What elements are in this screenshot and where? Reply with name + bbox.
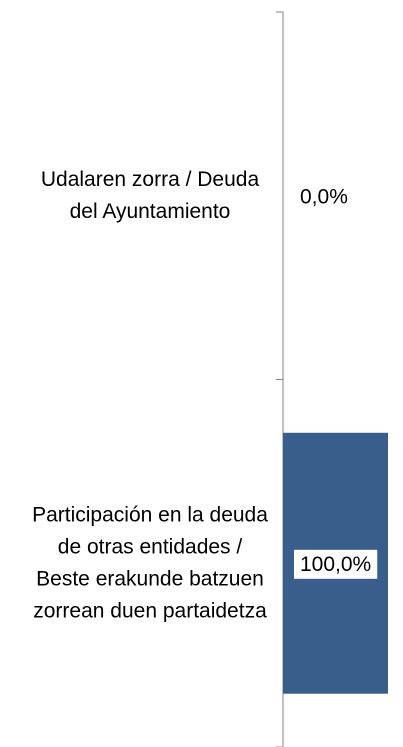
value-label: 0,0% [300,185,348,208]
value-label-bg [294,182,354,212]
value-label: 100,0% [300,553,371,576]
category-label: Participación en la deuda de otras entida… [32,503,268,622]
category-label: Udalaren zorra / Deuda del Ayuntamiento [41,167,260,222]
value-label-bg [294,549,378,579]
